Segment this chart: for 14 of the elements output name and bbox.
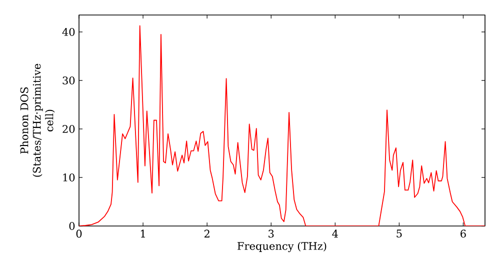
y-axis-title: Phonon DOS (States/THz·primitive cell) — [20, 64, 55, 177]
x-tick-label: 5 — [396, 230, 402, 238]
y-tick-label: 40 — [62, 28, 75, 36]
x-tick-label: 4 — [332, 230, 338, 238]
x-tick-label: 2 — [204, 230, 210, 238]
y-tick-label: 10 — [63, 174, 75, 182]
y-tick-label: 30 — [62, 76, 75, 84]
x-tick-label: 6 — [460, 230, 466, 238]
x-tick-label: 0 — [76, 230, 82, 238]
x-tick-label: 1 — [140, 230, 145, 238]
y-tick-label: 0 — [69, 222, 75, 230]
y-tick-label: 20 — [62, 125, 75, 133]
x-tick-label: 3 — [268, 230, 274, 238]
x-axis-title: Frequency (THz) — [238, 242, 326, 252]
